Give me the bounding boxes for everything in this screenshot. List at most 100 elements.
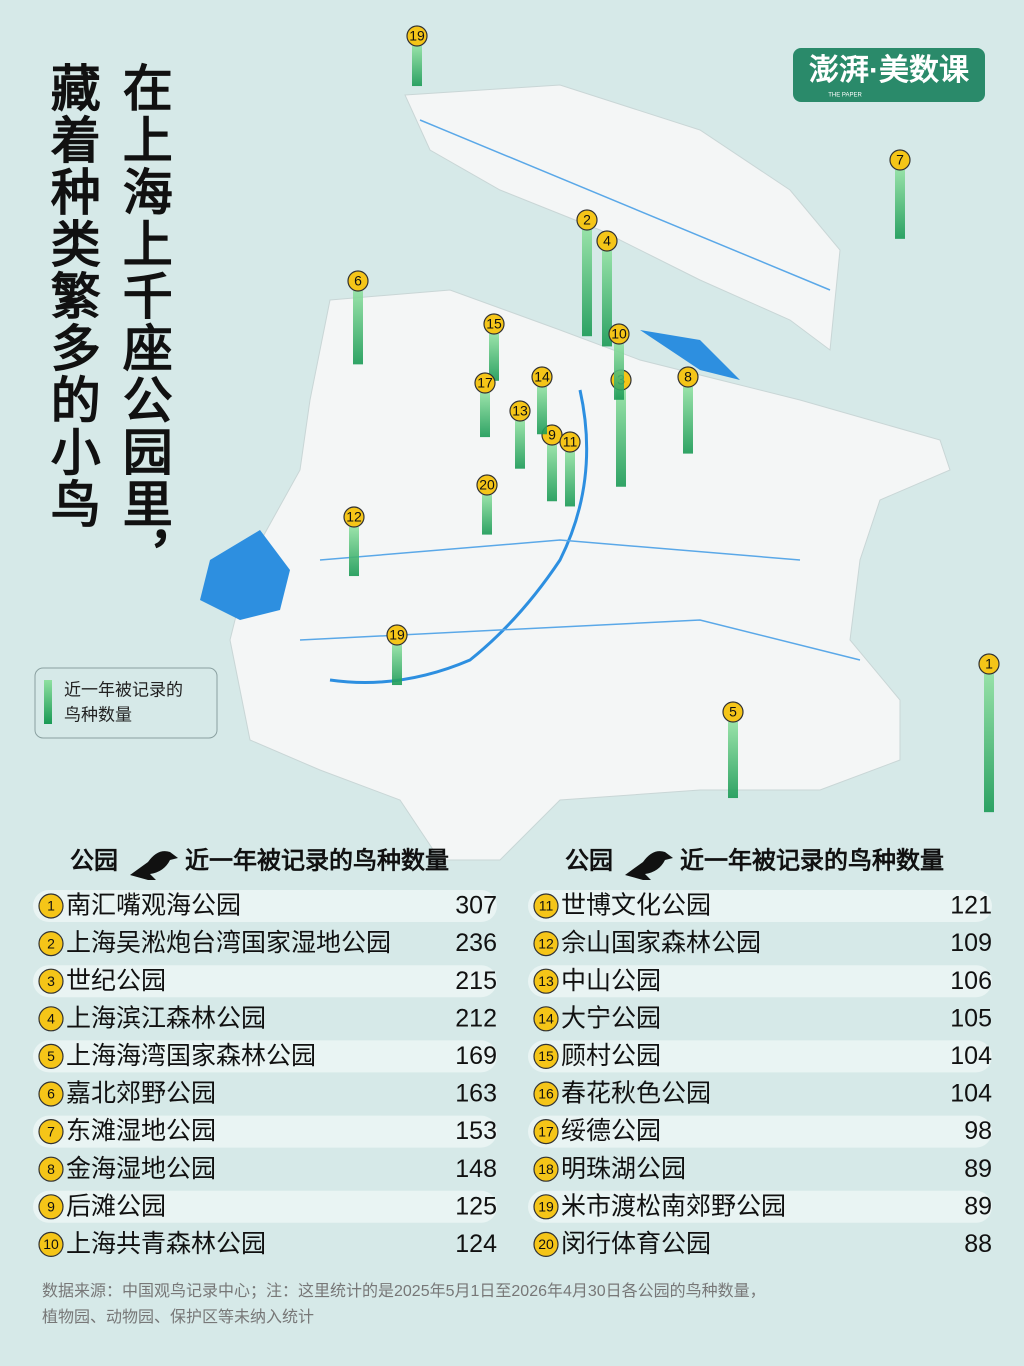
- row-band: [528, 1115, 992, 1148]
- logo-sub: THE PAPER: [828, 93, 862, 99]
- rank: 20: [538, 1236, 554, 1252]
- rank-badge: [38, 968, 64, 994]
- map-marker-label: 2: [583, 212, 591, 228]
- column-header: 近一年被记录的鸟种数量: [680, 846, 944, 874]
- title-line: 在上海上千座公园里，: [116, 62, 173, 582]
- species-count: 98: [964, 1117, 992, 1145]
- park-name: 佘山国家森林公园: [561, 929, 761, 957]
- rank-badge: [533, 968, 559, 994]
- rank-badge: [533, 1156, 559, 1182]
- park-name: 闵行体育公园: [561, 1230, 711, 1258]
- map-marker: [343, 506, 365, 528]
- rank-badge: [38, 893, 64, 919]
- park-name: 世博文化公园: [561, 892, 711, 920]
- rank-badge: [533, 893, 559, 919]
- species-count: 215: [455, 967, 497, 995]
- species-count: 104: [950, 1042, 992, 1070]
- rank-badge: [533, 1231, 559, 1258]
- map-marker-label: 5: [729, 704, 737, 720]
- park-name: 绥德公园: [561, 1117, 661, 1145]
- map-bar: [489, 334, 499, 381]
- map-marker-label: 8: [684, 369, 692, 385]
- park-name: 后滩公园: [66, 1192, 166, 1220]
- species-count: 89: [964, 1192, 992, 1220]
- map-marker-label: 14: [534, 369, 550, 385]
- column-header: 公园: [565, 847, 613, 874]
- map-marker-label: 19: [389, 627, 405, 643]
- map-marker-label: 9: [548, 427, 556, 443]
- map-bar: [728, 722, 738, 799]
- map-marker-label: 20: [479, 477, 495, 493]
- footer: 植物园、动物园、保护区等未纳入统计: [42, 1308, 314, 1326]
- rank-badge: [38, 1081, 64, 1107]
- rank: 12: [538, 935, 554, 951]
- map-bar: [537, 387, 547, 435]
- rank: 19: [538, 1199, 554, 1215]
- species-count: 169: [455, 1042, 497, 1070]
- rank: 3: [47, 973, 55, 989]
- map-marker: [576, 209, 598, 231]
- species-count: 109: [950, 929, 992, 957]
- row-band: [528, 965, 992, 998]
- map-bar: [480, 393, 490, 438]
- rank: 11: [539, 898, 554, 914]
- map-bar: [353, 291, 363, 365]
- map-marker-label: 17: [477, 375, 493, 391]
- species-count: 153: [455, 1117, 497, 1145]
- map-bar: [482, 495, 492, 535]
- park-name: 大宁公园: [561, 1004, 661, 1032]
- rank: 8: [47, 1161, 55, 1177]
- species-count: 88: [964, 1230, 992, 1258]
- rank-badge: [38, 1043, 64, 1070]
- map-marker: [722, 701, 744, 723]
- map-bar: [616, 390, 626, 487]
- rank: 16: [538, 1086, 554, 1102]
- species-count: 163: [455, 1080, 497, 1108]
- map-marker-label: 15: [486, 316, 502, 332]
- rank: 13: [538, 973, 554, 989]
- rank: 5: [47, 1048, 55, 1064]
- rank: 1: [47, 898, 55, 914]
- map-marker-label: 1: [985, 656, 993, 672]
- bird-icon: [130, 851, 178, 880]
- map-bar: [582, 230, 592, 337]
- map-marker: [406, 25, 428, 47]
- species-count: 307: [455, 892, 497, 920]
- species-count: 104: [950, 1080, 992, 1108]
- column-header: 公园: [70, 847, 118, 874]
- rank-badge: [533, 1118, 559, 1145]
- map-bar: [547, 445, 557, 502]
- legend-text: 近一年被记录的: [64, 680, 183, 699]
- park-name: 嘉北郊野公园: [66, 1080, 216, 1108]
- park-name: 南汇嘴观海公园: [66, 892, 241, 920]
- logo: 澎湃·美数课: [809, 53, 970, 87]
- park-name: 东滩湿地公园: [66, 1117, 216, 1145]
- map: [200, 84, 951, 861]
- map-marker: [531, 366, 553, 388]
- park-name: 上海共青森林公园: [66, 1230, 266, 1258]
- species-count: 105: [950, 1004, 992, 1032]
- park-name: 上海滨江森林公园: [66, 1004, 266, 1032]
- bird-icon: [625, 851, 673, 880]
- park-name: 米市渡松南郊野公园: [561, 1192, 786, 1220]
- park-name: 中山公园: [561, 967, 661, 995]
- map-bar: [349, 527, 359, 577]
- rank: 7: [47, 1123, 55, 1139]
- map-marker-label: 12: [346, 509, 362, 525]
- rank: 18: [538, 1161, 554, 1177]
- map-marker: [978, 653, 1000, 675]
- map-marker: [509, 400, 531, 422]
- row-band: [33, 1190, 497, 1223]
- park-name: 上海海湾国家森林公园: [66, 1042, 316, 1070]
- map-marker: [483, 313, 505, 335]
- map-marker: [476, 474, 498, 496]
- species-count: 212: [455, 1004, 497, 1032]
- rank: 2: [47, 935, 55, 951]
- legend-box: [34, 667, 218, 739]
- row-band: [33, 965, 497, 998]
- map-marker: [596, 230, 618, 252]
- map-marker: [474, 372, 496, 394]
- map-bar: [984, 674, 994, 813]
- map-marker-label: 19: [409, 28, 425, 44]
